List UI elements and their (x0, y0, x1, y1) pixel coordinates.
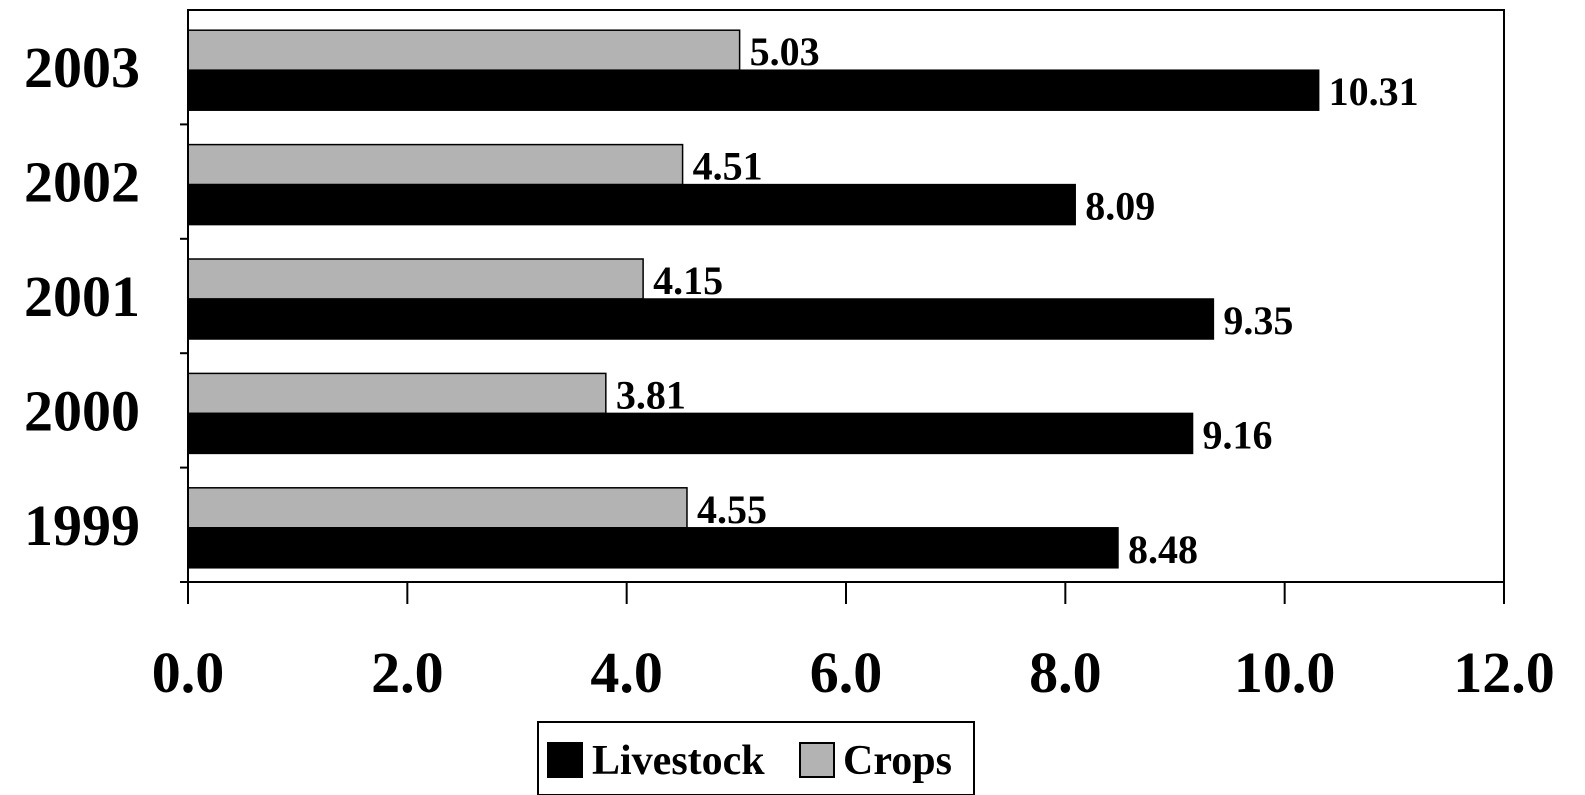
data-label-livestock-1999: 8.48 (1128, 527, 1198, 572)
data-label-livestock-2001: 9.35 (1223, 298, 1293, 343)
x-tick-label-2.0: 2.0 (371, 640, 444, 705)
x-tick-label-0.0: 0.0 (152, 640, 225, 705)
bar-livestock-2002 (187, 183, 1076, 226)
bar-livestock-2000 (187, 412, 1194, 455)
data-label-crops-2001: 4.15 (653, 258, 723, 303)
bars-group (187, 29, 1320, 569)
category-label-1999: 1999 (24, 493, 140, 558)
x-tick-label-12.0: 12.0 (1453, 640, 1555, 705)
bar-crops-2000 (187, 372, 607, 415)
legend: Livestock Crops (537, 721, 975, 795)
data-label-livestock-2002: 8.09 (1085, 184, 1155, 229)
legend-label-crops: Crops (843, 738, 952, 784)
bar-livestock-2001 (187, 298, 1215, 340)
data-label-crops-2000: 3.81 (616, 372, 686, 417)
x-tick-labels: 0.0 2.0 4.0 6.0 8.0 10.0 12.0 (152, 640, 1555, 705)
bar-livestock-1999 (187, 527, 1119, 569)
x-tick-label-4.0: 4.0 (590, 640, 663, 705)
data-label-crops-2003: 5.03 (750, 29, 820, 74)
y-axis (180, 10, 189, 604)
bar-crops-2003 (187, 29, 741, 71)
category-label-2000: 2000 (24, 378, 140, 443)
legend-box (537, 721, 975, 795)
data-label-livestock-2000: 9.16 (1203, 412, 1273, 457)
data-label-livestock-2003: 10.31 (1329, 69, 1419, 114)
category-label-2003: 2003 (24, 35, 140, 100)
data-label-crops-1999: 4.55 (697, 487, 767, 532)
bar-livestock-2003 (187, 69, 1320, 111)
x-axis (187, 581, 1505, 604)
category-labels: 2003 2002 2001 2000 1999 (24, 35, 140, 558)
bar-crops-2001 (187, 258, 644, 300)
bar-crops-1999 (187, 487, 688, 529)
x-tick-label-8.0: 8.0 (1029, 640, 1102, 705)
x-tick-label-6.0: 6.0 (810, 640, 883, 705)
legend-label-livestock: Livestock (592, 738, 765, 784)
bar-crops-2002 (187, 143, 684, 186)
category-label-2002: 2002 (24, 150, 140, 215)
x-tick-label-10.0: 10.0 (1234, 640, 1336, 705)
legend-swatch-crops (799, 742, 835, 778)
category-label-2001: 2001 (24, 264, 140, 329)
legend-swatch-livestock (547, 742, 583, 778)
data-labels-group: 5.03 10.31 4.51 8.09 4.15 9.35 3.81 9.16 4.55 8.4… (616, 29, 1419, 572)
data-label-crops-2002: 4.51 (693, 144, 763, 189)
